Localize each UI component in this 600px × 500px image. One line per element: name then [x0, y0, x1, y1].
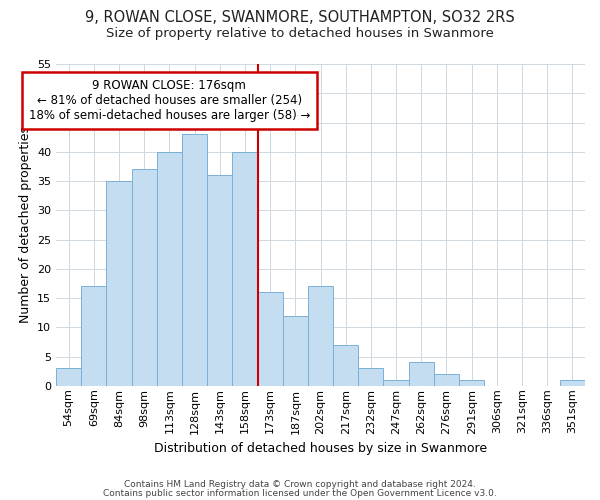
Bar	[283, 316, 308, 386]
Bar	[409, 362, 434, 386]
Text: Contains public sector information licensed under the Open Government Licence v3: Contains public sector information licen…	[103, 488, 497, 498]
Bar	[106, 181, 131, 386]
Bar	[383, 380, 409, 386]
Bar	[232, 152, 257, 386]
Bar	[207, 175, 232, 386]
Bar	[333, 345, 358, 386]
Bar	[257, 292, 283, 386]
Bar	[308, 286, 333, 386]
Bar	[182, 134, 207, 386]
Bar	[131, 170, 157, 386]
Y-axis label: Number of detached properties: Number of detached properties	[19, 126, 32, 324]
Text: 9 ROWAN CLOSE: 176sqm
← 81% of detached houses are smaller (254)
18% of semi-det: 9 ROWAN CLOSE: 176sqm ← 81% of detached …	[29, 78, 310, 122]
Text: Contains HM Land Registry data © Crown copyright and database right 2024.: Contains HM Land Registry data © Crown c…	[124, 480, 476, 489]
X-axis label: Distribution of detached houses by size in Swanmore: Distribution of detached houses by size …	[154, 442, 487, 455]
Bar	[560, 380, 585, 386]
Bar	[358, 368, 383, 386]
Text: 9, ROWAN CLOSE, SWANMORE, SOUTHAMPTON, SO32 2RS: 9, ROWAN CLOSE, SWANMORE, SOUTHAMPTON, S…	[85, 10, 515, 25]
Bar	[459, 380, 484, 386]
Text: Size of property relative to detached houses in Swanmore: Size of property relative to detached ho…	[106, 28, 494, 40]
Bar	[56, 368, 81, 386]
Bar	[81, 286, 106, 386]
Bar	[157, 152, 182, 386]
Bar	[434, 374, 459, 386]
